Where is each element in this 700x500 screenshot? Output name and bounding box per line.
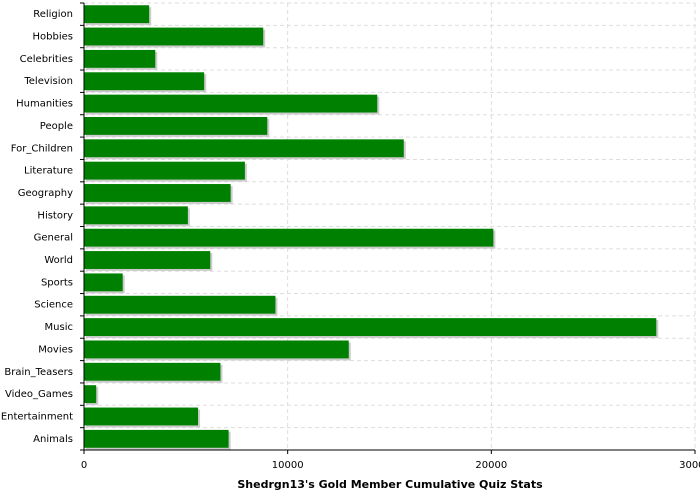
y-tick-label: Celebrities [20,54,73,65]
y-tick-label: People [40,121,73,132]
bar [84,407,199,426]
x-tick-label: 10000 [272,460,304,471]
y-tick-label: Movies [38,344,73,355]
x-tick-label: 20000 [475,460,507,471]
bar [84,139,404,158]
bar [84,49,156,68]
y-tick-label: For_Children [11,143,73,154]
y-tick-label: World [44,255,73,266]
bar [84,184,231,202]
y-tick-label: Literature [24,166,73,177]
y-tick-label: Sports [41,277,73,288]
bar [84,429,229,448]
y-tick-label: Science [34,300,73,311]
bar [84,340,349,359]
bar [84,385,97,404]
bar [84,228,494,247]
y-tick-label: Animals [33,434,73,445]
bar [84,362,221,381]
y-tick-label: Brain_Teasers [4,367,73,378]
bar [84,5,150,24]
bar [84,116,268,135]
y-tick-label: Religion [33,9,73,20]
y-tick-label: Music [45,322,73,333]
bar [84,318,657,337]
y-tick-label: Geography [18,188,73,199]
y-tick-label: Hobbies [33,32,73,43]
bar [84,251,211,269]
y-tick-label: Video_Games [5,389,73,400]
y-tick-label: Entertainment [1,411,73,422]
bar [84,295,276,314]
bar [84,206,188,225]
y-tick-label: General [34,233,73,244]
y-tick-label: Television [23,76,73,87]
bar [84,72,205,91]
bar [84,94,378,113]
bar [84,161,245,180]
x-tick-label: 0 [81,460,87,471]
y-tick-label: Humanities [16,99,73,110]
y-tick-label: History [37,210,73,221]
bar [84,273,123,292]
x-tick-label: 30000 [679,460,700,471]
x-axis-title: Shedrgn13's Gold Member Cumulative Quiz … [237,478,543,491]
bar [84,27,264,46]
